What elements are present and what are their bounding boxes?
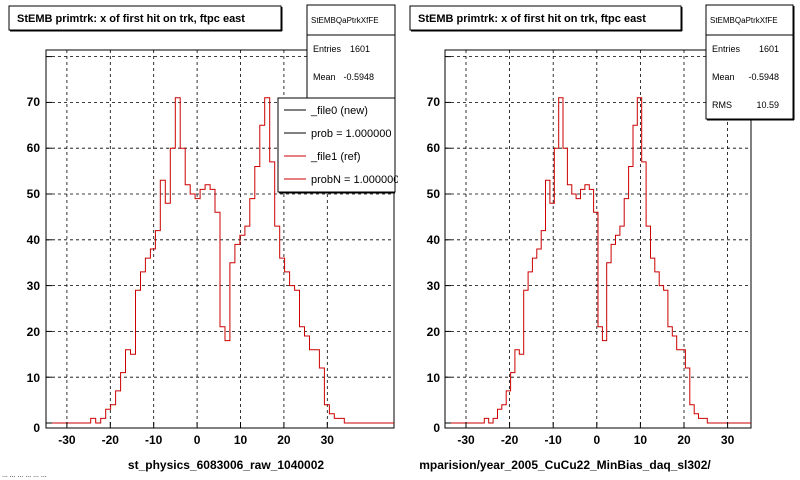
- y-tick-label: 50: [427, 187, 441, 201]
- panel-left: 0 10 20 30 40 50 60 70 -30 -20 -10 0 10 …: [0, 0, 399, 480]
- legend-label-1: prob = 1.000000: [311, 128, 391, 140]
- chart-title: StEMB primtrk: x of first hit on trk, ft…: [418, 13, 646, 25]
- y-tick-label: 10: [427, 371, 441, 385]
- footer-text: ... ... ... ... ... ...: [2, 472, 47, 479]
- stats-mean-label: Mean: [313, 72, 336, 82]
- stats-mean-value: -0.5948: [748, 72, 779, 82]
- x-tick-label: 20: [277, 433, 291, 447]
- y-axis: 0 10 20 30 40 50 60 70: [427, 56, 451, 435]
- histogram-line: [445, 97, 751, 424]
- y-tick-label: 0: [433, 421, 440, 435]
- stats-entries-value: 1601: [759, 44, 779, 54]
- y-tick-label: 70: [27, 95, 41, 109]
- series-ref-left: [46, 97, 394, 424]
- legend-label-2: _file1 (ref): [310, 151, 361, 163]
- y-tick-label: 70: [427, 95, 441, 109]
- title-box: StEMB primtrk: x of first hit on trk, ft…: [8, 5, 283, 32]
- y-tick-label: 30: [27, 279, 41, 293]
- stats-rms-value: 10.59: [756, 100, 779, 110]
- legend-label-3: probN = 1.000000: [311, 174, 399, 186]
- y-tick-label: 10: [27, 371, 41, 385]
- x-tick-label: -10: [145, 433, 163, 447]
- x-tick-label: -20: [102, 433, 120, 447]
- x-tick-label: 10: [634, 433, 648, 447]
- legend-label-0: _file0 (new): [310, 105, 368, 117]
- x-tick-label: -30: [457, 433, 475, 447]
- x-tick-label: -10: [545, 433, 563, 447]
- y-tick-label: 20: [27, 325, 41, 339]
- y-tick-label: 0: [33, 421, 40, 435]
- y-tick-label: 20: [427, 325, 441, 339]
- title-box: StEMB primtrk: x of first hit on trk, ft…: [409, 5, 683, 32]
- x-axis: -30 -20 -10 0 10 20 30: [457, 422, 735, 447]
- stats-rms-label: RMS: [712, 100, 732, 110]
- y-tick-label: 40: [27, 233, 41, 247]
- x-axis-label: st_physics_6083006_raw_1040002: [128, 458, 324, 472]
- x-axis-label: mparision/year_2005_CuCu22_MinBias_daq_s…: [419, 458, 711, 472]
- x-tick-label: 10: [234, 433, 248, 447]
- stats-title: StEMBQaPtrkXfFE: [710, 16, 778, 25]
- x-tick-label: 0: [194, 433, 201, 447]
- stats-mean-label: Mean: [712, 72, 735, 82]
- chart-title: StEMB primtrk: x of first hit on trk, ft…: [17, 13, 245, 25]
- stats-mean-value: -0.5948: [343, 72, 374, 82]
- y-axis: 0 10 20 30 40 50 60 70: [27, 56, 52, 435]
- x-tick-label: 30: [721, 433, 735, 447]
- y-tick-label: 30: [427, 279, 441, 293]
- stats-title: StEMBQaPtrkXfFE: [311, 16, 379, 25]
- y-tick-label: 60: [427, 141, 441, 155]
- y-tick-label: 50: [27, 187, 41, 201]
- stats-box: StEMBQaPtrkXfFE Entries 1601 Mean -0.594…: [705, 4, 795, 121]
- x-tick-label: -20: [501, 433, 519, 447]
- y-tick-label: 60: [27, 141, 41, 155]
- x-tick-label: -30: [58, 433, 76, 447]
- series-ref-right: [445, 97, 751, 424]
- histogram-line: [46, 97, 394, 424]
- x-tick-label: 0: [593, 433, 600, 447]
- panel-right: 0 10 20 30 40 50 60 70 -30 -20 -10 0 10 …: [398, 0, 800, 480]
- legend: _file0 (new) prob = 1.000000 _file1 (ref…: [277, 97, 399, 194]
- stats-box: StEMBQaPtrkXfFE Entries 1601 Mean -0.594…: [306, 4, 396, 102]
- x-tick-label: 20: [677, 433, 691, 447]
- stats-entries-label: Entries: [712, 44, 741, 54]
- stats-entries-value: 1601: [350, 44, 370, 54]
- y-tick-label: 40: [427, 233, 441, 247]
- stats-entries-label: Entries: [313, 44, 342, 54]
- x-axis: -30 -20 -10 0 10 20 30: [58, 422, 334, 447]
- x-tick-label: 30: [321, 433, 335, 447]
